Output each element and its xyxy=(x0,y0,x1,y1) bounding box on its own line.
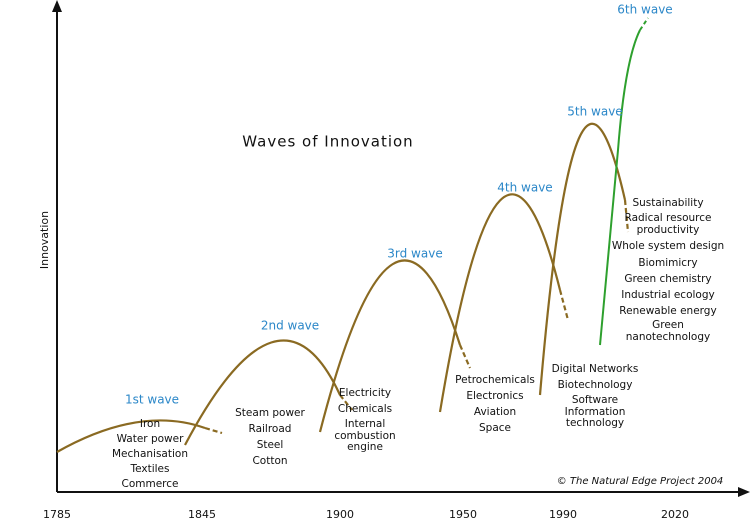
wave-item: Cotton xyxy=(252,455,287,467)
wave-item: Sustainability xyxy=(632,197,703,209)
axes xyxy=(52,0,750,497)
wave-item: nanotechnology xyxy=(626,331,710,343)
curves xyxy=(56,17,649,453)
wave-item: Railroad xyxy=(249,423,292,435)
wave-item: Software xyxy=(572,394,618,406)
wave-item: Petrochemicals xyxy=(455,374,535,386)
wave-item: technology xyxy=(566,417,624,429)
wave-item: Chemicals xyxy=(338,403,392,415)
wave-item: Electricity xyxy=(339,387,391,399)
credit: © The Natural Edge Project 2004 xyxy=(557,476,724,487)
title: Waves of Innovation xyxy=(242,133,413,151)
x-axis-label: 2020 xyxy=(661,508,689,521)
wave-label: 1st wave xyxy=(125,393,179,407)
wave-item: Commerce xyxy=(122,478,179,490)
wave-item: Mechanisation xyxy=(112,448,188,460)
wave-item: Space xyxy=(479,422,511,434)
wave-item: Steam power xyxy=(235,407,305,419)
wave-item: combustion xyxy=(334,430,395,442)
wave-item: engine xyxy=(347,441,383,453)
wave-label: 6th wave xyxy=(617,3,672,17)
wave-item: Biomimicry xyxy=(638,257,697,269)
wave-label: 2nd wave xyxy=(261,319,319,333)
wave-item: productivity xyxy=(637,224,700,236)
x-axis-label: 1845 xyxy=(188,508,216,521)
wave-item: Whole system design xyxy=(612,240,724,252)
wave-label: 3rd wave xyxy=(387,247,442,261)
wave-item: Radical resource xyxy=(625,212,712,224)
wave-item: Steel xyxy=(257,439,284,451)
wave-item: Renewable energy xyxy=(619,305,716,317)
wave-item: Iron xyxy=(140,418,160,430)
wave-label: 4th wave xyxy=(497,181,552,195)
wave-item: Green xyxy=(652,319,684,331)
x-axis-label: 1785 xyxy=(43,508,71,521)
wave-label: 5th wave xyxy=(567,105,622,119)
wave-item: Aviation xyxy=(474,406,516,418)
wave-item: Electronics xyxy=(466,390,523,402)
x-axis-label: 1950 xyxy=(449,508,477,521)
wave-item: Industrial ecology xyxy=(621,289,714,301)
wave-item: Textiles xyxy=(129,463,169,475)
y-axis-label: Innovation xyxy=(38,211,51,269)
wave-item: Information xyxy=(565,406,626,418)
wave-item: Biotechnology xyxy=(558,379,633,391)
wave-item: Green chemistry xyxy=(624,273,711,285)
x-axis-label: 1900 xyxy=(326,508,354,521)
x-axis-label: 1990 xyxy=(549,508,577,521)
wave-item: Water power xyxy=(117,433,185,445)
wave-item: Digital Networks xyxy=(552,363,639,375)
wave-item: Internal xyxy=(345,418,385,430)
